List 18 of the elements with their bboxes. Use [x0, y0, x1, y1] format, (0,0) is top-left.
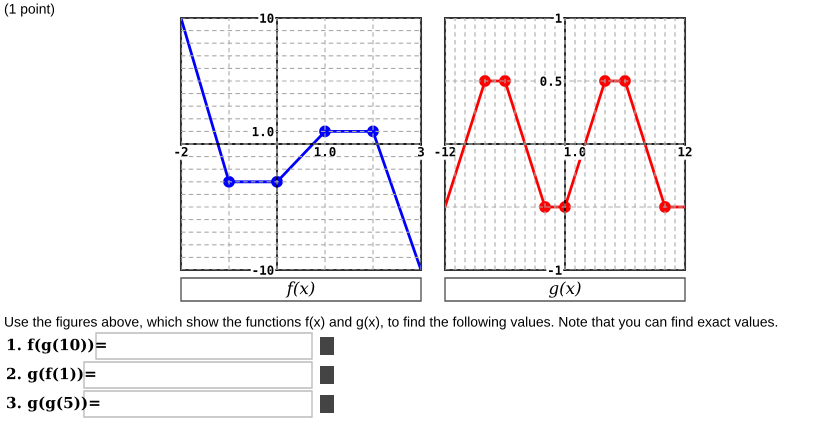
text: (1 point) — [4, 4, 54, 16]
x-tick-label: 1.0 — [314, 147, 336, 156]
y-tick-label: -10 — [253, 265, 274, 275]
x-tick-label: 12 — [678, 147, 692, 156]
text: Use the figures above, which show the functions f(x) and g(x), to find the following values. Note that you can find exact values. — [5, 316, 778, 330]
text: 3. g(g(5))= — [7, 396, 100, 412]
x-tick-label: -12 — [436, 147, 456, 156]
text: 1. f(g(10))= — [8, 338, 106, 354]
text: 2. g(f(1))= — [7, 368, 96, 382]
y-tick-label: 1.0 — [252, 126, 274, 136]
x-tick-label: 3 — [418, 147, 424, 156]
x-axis-title: f(x) — [286, 281, 314, 298]
y-tick-label: -1 — [549, 266, 562, 275]
x-tick-label: -2 — [175, 147, 188, 156]
y-tick-label: 1 — [556, 14, 562, 23]
y-tick-label: 10 — [260, 13, 274, 23]
y-tick-label: 0.5 — [540, 76, 562, 86]
x-axis-title: g(x) — [549, 281, 580, 298]
